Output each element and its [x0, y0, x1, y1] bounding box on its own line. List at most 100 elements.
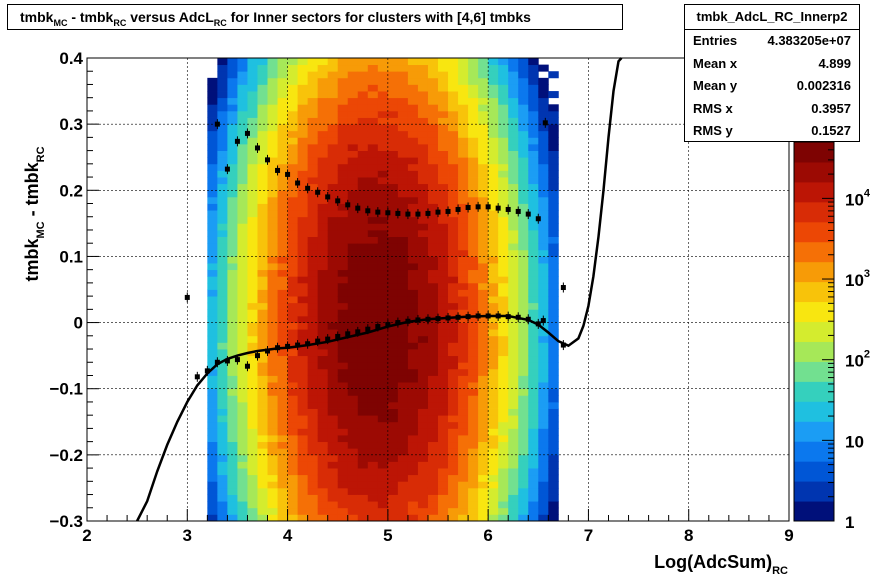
heatmap-cell — [397, 362, 409, 370]
heatmap-cell — [347, 196, 359, 204]
heatmap-cell — [488, 77, 499, 85]
heatmap-cell — [207, 84, 218, 92]
lower-profile-point — [204, 368, 210, 374]
palette-swatch — [794, 501, 834, 522]
heatmap-cell — [498, 322, 509, 330]
heatmap-cell — [498, 150, 509, 158]
heatmap-cell — [448, 474, 459, 482]
heatmap-cell — [297, 474, 309, 482]
heatmap-cell — [327, 302, 339, 310]
heatmap-cell — [417, 474, 429, 482]
heatmap-cell — [397, 243, 409, 251]
heatmap-cell — [458, 137, 469, 145]
heatmap-cell — [387, 223, 399, 231]
heatmap-cell — [327, 461, 339, 469]
heatmap-cell — [317, 395, 329, 403]
heatmap-cell — [207, 408, 218, 416]
heatmap-cell — [347, 362, 359, 370]
heatmap-cell — [297, 408, 309, 416]
heatmap-cell — [417, 335, 429, 343]
heatmap-cell — [317, 269, 329, 277]
heatmap-cell — [528, 236, 539, 244]
palette-swatch — [794, 481, 834, 502]
heatmap-cell — [267, 177, 278, 185]
upper-profile-point — [275, 167, 281, 173]
heatmap-cell — [217, 196, 228, 204]
lower-profile-point — [560, 342, 566, 348]
heatmap-cell — [307, 474, 319, 482]
heatmap-cell — [397, 289, 409, 297]
heatmap-cell — [287, 487, 298, 495]
heatmap-cell — [538, 190, 549, 198]
heatmap-cell — [528, 408, 539, 416]
heatmap-cell — [357, 104, 369, 112]
heatmap-cell — [528, 157, 539, 165]
heatmap-cell — [307, 507, 319, 515]
heatmap-cell — [237, 91, 248, 99]
heatmap-cell — [508, 216, 519, 224]
heatmap-cell — [227, 335, 238, 343]
heatmap-cell — [498, 375, 509, 383]
heatmap-cell — [267, 110, 278, 118]
heatmap-cell — [297, 468, 309, 476]
heatmap-cell — [357, 210, 369, 218]
heatmap-cell — [357, 157, 369, 165]
heatmap-cell — [257, 170, 268, 178]
heatmap-cell — [417, 210, 429, 218]
heatmap-cell — [548, 71, 559, 79]
heatmap-cell — [247, 441, 258, 449]
heatmap-cell — [377, 289, 389, 297]
heatmap-cell — [427, 229, 439, 237]
heatmap-cell — [397, 454, 409, 462]
lower-profile-point — [325, 336, 331, 342]
heatmap-cell — [538, 177, 549, 185]
heatmap-cell — [387, 329, 399, 337]
heatmap-cell — [377, 269, 389, 277]
heatmap-cell — [267, 64, 278, 72]
heatmap-cell — [217, 349, 228, 357]
heatmap-cell — [478, 71, 489, 79]
heatmap-cell — [217, 91, 228, 99]
heatmap-cell — [327, 514, 339, 522]
heatmap-cell — [407, 428, 419, 436]
upper-profile-point — [415, 211, 421, 217]
heatmap-cell — [357, 71, 369, 79]
heatmap-cell — [337, 236, 349, 244]
heatmap-cell — [417, 97, 429, 105]
heatmap-cell — [287, 64, 298, 72]
heatmap-cell — [217, 104, 228, 112]
heatmap-cell — [207, 421, 218, 429]
heatmap-cell — [327, 183, 339, 191]
heatmap-cell — [347, 481, 359, 489]
heatmap-cell — [438, 507, 449, 515]
heatmap-cell — [488, 210, 499, 218]
heatmap-cell — [357, 302, 369, 310]
heatmap-cell — [458, 487, 469, 495]
heatmap-cell — [217, 256, 228, 264]
heatmap-cell — [267, 362, 278, 370]
heatmap-cell — [247, 388, 258, 396]
heatmap-cell — [357, 256, 369, 264]
heatmap-cell — [277, 315, 288, 323]
heatmap-cell — [317, 342, 329, 350]
heatmap-cell — [207, 448, 218, 456]
heatmap-cell — [257, 236, 268, 244]
heatmap-cell — [237, 501, 248, 509]
upper-profile-point — [560, 285, 566, 291]
heatmap-cell — [407, 124, 419, 132]
heatmap-cell — [468, 468, 479, 476]
heatmap-cell — [498, 428, 509, 436]
heatmap-cell — [367, 216, 379, 224]
heatmap-cell — [387, 263, 399, 271]
heatmap-cell — [307, 335, 319, 343]
heatmap-cell — [247, 157, 258, 165]
heatmap-cell — [277, 428, 288, 436]
heatmap-cell — [277, 395, 288, 403]
heatmap-cell — [337, 421, 349, 429]
heatmap-cell — [347, 487, 359, 495]
heatmap-cell — [347, 395, 359, 403]
heatmap-cell — [387, 302, 399, 310]
heatmap-cell — [237, 335, 248, 343]
heatmap-cell — [458, 349, 469, 357]
heatmap-cell — [498, 58, 509, 66]
